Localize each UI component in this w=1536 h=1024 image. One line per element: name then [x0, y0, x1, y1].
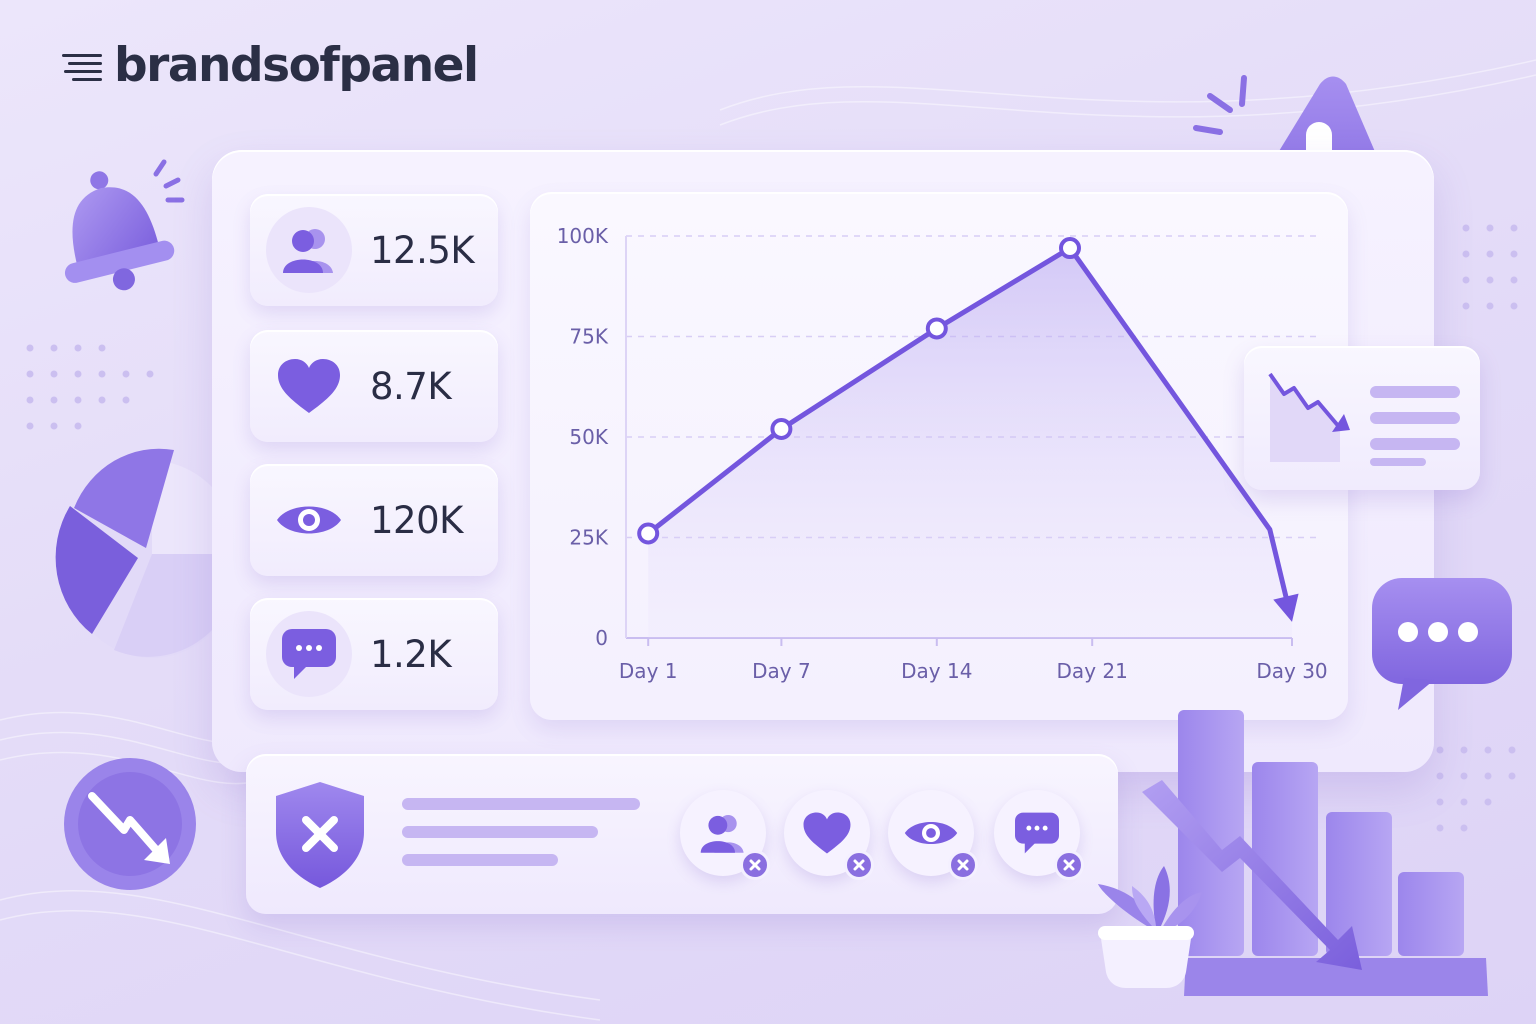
report-text-line [1370, 412, 1460, 424]
series-area [648, 248, 1292, 638]
comment-icon [266, 611, 352, 697]
decor-dots-right [1462, 224, 1518, 310]
y-tick-label: 75K [569, 325, 608, 349]
heart-icon [266, 343, 352, 429]
stat-card-comments[interactable]: 1.2K [250, 598, 498, 710]
brand-logo: brandsofpanel [62, 38, 479, 93]
y-tick-label: 50K [569, 425, 608, 449]
remove-badge-icon [740, 850, 770, 880]
chat-bubble-icon [1372, 578, 1512, 710]
report-text-line [1370, 386, 1460, 398]
views-value: 120K [370, 498, 463, 542]
comments-removed-icon [994, 790, 1084, 880]
speed-lines-icon [62, 53, 102, 81]
alert-text-line [402, 854, 558, 866]
y-tick-label: 0 [595, 626, 608, 650]
followers-value: 12.5K [370, 228, 475, 272]
followers-icon [266, 207, 352, 293]
likes-value: 8.7K [370, 364, 452, 408]
x-tick-label: Day 7 [752, 659, 811, 683]
brand-name: brandsofpanel [114, 38, 479, 93]
y-tick-label: 100K [557, 224, 609, 248]
data-point-marker [1059, 237, 1081, 260]
stat-card-views[interactable]: 120K [250, 464, 498, 576]
engagement-chart: 0 25K 50K 75K 100K Day 1 Day 7 Day 14 Day 21 Day… [530, 192, 1348, 720]
eye-icon [266, 477, 352, 563]
decor-dots-right-lower [1436, 746, 1516, 832]
x-tick-label: Day 30 [1256, 659, 1327, 683]
alert-text-line [402, 798, 640, 810]
data-point-marker [925, 317, 948, 340]
downtrend-circle-icon [64, 758, 196, 890]
views-removed-icon [888, 790, 978, 880]
remove-badge-icon [844, 850, 874, 880]
alert-text-line [402, 826, 598, 838]
decline-graph-icon [1268, 372, 1350, 462]
shield-x-icon [276, 782, 364, 888]
decor-dots-left [26, 344, 154, 430]
x-tick-label: Day 14 [901, 659, 972, 683]
plant-icon [1098, 866, 1202, 988]
x-tick-label: Day 21 [1057, 659, 1128, 683]
likes-removed-icon [784, 790, 874, 880]
comments-value: 1.2K [370, 632, 452, 676]
remove-badge-icon [1054, 850, 1084, 880]
data-point-marker [637, 522, 660, 545]
engagement-chart-svg: 0 25K 50K 75K 100K Day 1 Day 7 Day 14 Day 21 Day… [557, 224, 1328, 683]
x-tick-label: Day 1 [619, 659, 678, 683]
bell-icon [64, 159, 185, 291]
stat-card-likes[interactable]: 8.7K [250, 330, 498, 442]
stat-card-followers[interactable]: 12.5K [250, 194, 498, 306]
declining-bars-icon [1098, 710, 1488, 996]
y-tick-label: 25K [569, 526, 608, 550]
decline-report-card [1244, 346, 1480, 490]
followers-removed-icon [680, 790, 770, 880]
report-text-line [1370, 458, 1426, 466]
downtrend-arrowhead [1273, 593, 1299, 622]
remove-badge-icon [948, 850, 978, 880]
pie-chart-icon [55, 448, 224, 658]
data-point-marker [770, 417, 793, 440]
series-line [645, 245, 1291, 607]
report-text-line [1370, 438, 1460, 450]
